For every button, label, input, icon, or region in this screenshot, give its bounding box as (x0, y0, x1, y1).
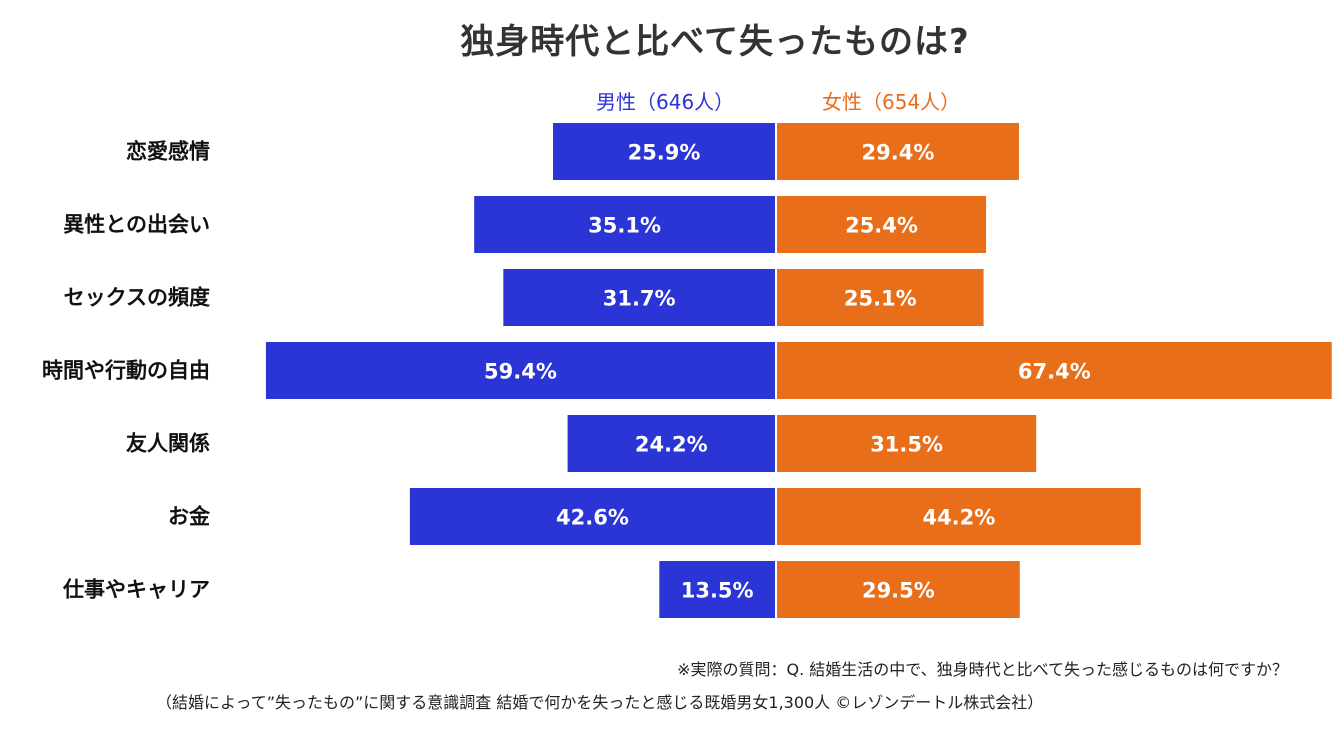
value-label-male: 42.6% (556, 506, 629, 530)
category-label: 恋愛感情 (126, 140, 210, 164)
value-label-male: 31.7% (603, 287, 676, 311)
value-label-male: 24.2% (635, 433, 708, 457)
value-label-female: 44.2% (922, 506, 995, 530)
value-label-female: 29.4% (862, 141, 935, 165)
bar-male (567, 415, 775, 472)
bar-female (777, 488, 1141, 545)
source-note: （結婚によって”失ったもの”に関する意識調査 結婚で何かを失ったと感じる既婚男女… (156, 693, 1044, 712)
value-label-female: 25.1% (844, 287, 917, 311)
value-label-male: 59.4% (484, 360, 557, 384)
bar-female (777, 196, 987, 253)
legend-male: 男性（646人） (596, 90, 735, 114)
category-label: お金 (168, 505, 211, 529)
bar-male (553, 123, 775, 180)
value-label-male: 35.1% (588, 214, 661, 238)
bar-female (777, 561, 1020, 618)
question-note: ※実際の質問：Q. 結婚生活の中で、独身時代と比べて失った感じるものは何ですか？ (677, 660, 1288, 679)
bar-male (503, 269, 775, 326)
value-label-female: 29.5% (862, 579, 935, 603)
bar-male (265, 342, 775, 399)
category-label: 時間や行動の自由 (42, 359, 210, 383)
chart-title: 独身時代と比べて失ったものは? (460, 22, 970, 62)
value-label-male: 25.9% (628, 141, 701, 165)
bar-female (777, 123, 1019, 180)
category-label: 友人関係 (126, 432, 210, 456)
category-label: 仕事やキャリア (62, 578, 210, 602)
diverging-bar-chart: 恋愛感情 25.9% 29.4% 異性との出会い 35.1% 25.4% セックスの頻度 31… (42, 123, 1332, 618)
value-label-female: 31.5% (870, 433, 943, 457)
bar-male (659, 561, 775, 618)
legend-female: 女性（654人） (822, 90, 961, 114)
bar-female (777, 269, 984, 326)
bar-male (409, 488, 775, 545)
bar-female (777, 342, 1332, 399)
category-label: セックスの頻度 (64, 286, 210, 310)
bar-female (777, 415, 1037, 472)
value-label-female: 67.4% (1018, 360, 1091, 384)
value-label-male: 13.5% (681, 579, 754, 603)
value-label-female: 25.4% (845, 214, 918, 238)
category-label: 異性との出会い (63, 213, 210, 237)
bar-male (474, 196, 775, 253)
